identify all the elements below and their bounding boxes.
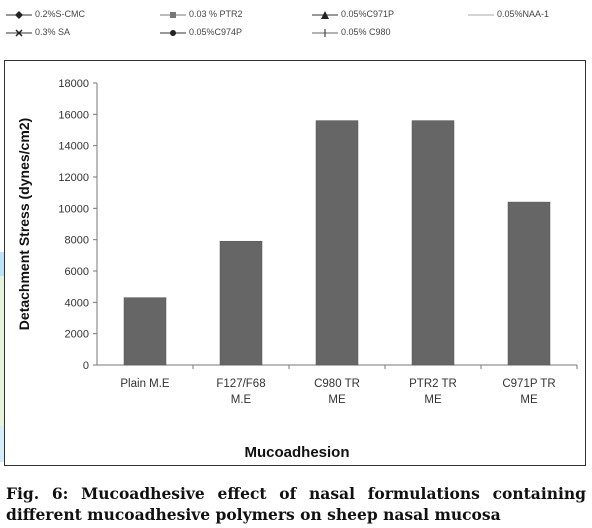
legend-marker-triangle-icon [312,10,338,19]
figure-caption: Fig. 6: Mucoadhesive effect of nasal for… [6,483,586,525]
y-axis-title: Detachment Stress (dynes/cm2) [16,118,32,330]
legend-label: 0.03 % PTR2 [189,9,243,19]
bar [507,201,551,366]
y-tick-label: 16000 [58,109,89,121]
x-tick-label: C980 TR ME [314,378,360,406]
legend-label: 0.3% SA [35,27,71,37]
bar [411,120,455,366]
legend-item-naa1: 0.05%NAA-1 [468,8,549,20]
legend-item-ptr2: 0.03 % PTR2 [160,8,243,20]
caption-line-1: Fig. 6: Mucoadhesive effect of nasal for… [6,484,586,503]
y-tick-label: 6000 [65,266,89,278]
x-tick-label: PTR2 TR ME [409,378,457,406]
legend-item-c980: 0.05% C980 [312,26,391,38]
legend-marker-plus-icon [312,28,338,37]
legend-item-c971p: 0.05%C971P [312,8,394,20]
chart-frame: 0 2000 4000 6000 8000 10000 12000 14000 16000 180… [4,60,586,466]
bar-chart: 0 2000 4000 6000 8000 10000 12000 14000 16000 180… [16,78,578,461]
legend-item-sa: 0.3% SA [6,26,70,38]
legend-marker-line-icon [468,14,494,16]
legend-item-scmc: 0.2%S-CMC [6,8,85,20]
y-tick-label: 12000 [58,172,89,184]
caption-line-2: different mucoadhesive polymers on sheep… [6,505,501,524]
y-tick-label: 4000 [65,297,89,309]
legend-marker-cross-icon [6,29,32,37]
chart-legend: 0.2%S-CMC 0.03 % PTR2 0.05%C971P 0.05%NA… [6,4,586,44]
x-tick-label: F127/F68 M.E [216,378,265,406]
legend-label: 0.2%S-CMC [35,9,86,19]
legend-label: 0.05% C980 [341,27,391,37]
y-tick-label: 18000 [58,78,89,90]
bar [123,297,167,366]
legend-marker-diamond-icon [6,10,32,19]
y-tick-label: 14000 [58,141,89,153]
legend-label: 0.05%C971P [341,9,395,19]
x-axis-title: Mucoadhesion [244,444,349,461]
legend-label: 0.05%NAA-1 [497,9,550,19]
y-tick-label: 10000 [58,203,89,215]
x-tick-label: C971P TR ME [502,378,555,406]
y-tick-label: 8000 [65,235,89,247]
y-tick-label: 0 [83,360,89,372]
y-tick-label: 2000 [65,329,89,341]
x-tick-label: Plain M.E [120,378,170,390]
legend-marker-square-icon [160,11,186,18]
legend-item-c974p: 0.05%C974P [160,26,242,38]
legend-marker-star-icon [160,29,186,36]
legend-label: 0.05%C974P [189,27,243,37]
bar [219,240,263,366]
bar [315,120,359,366]
